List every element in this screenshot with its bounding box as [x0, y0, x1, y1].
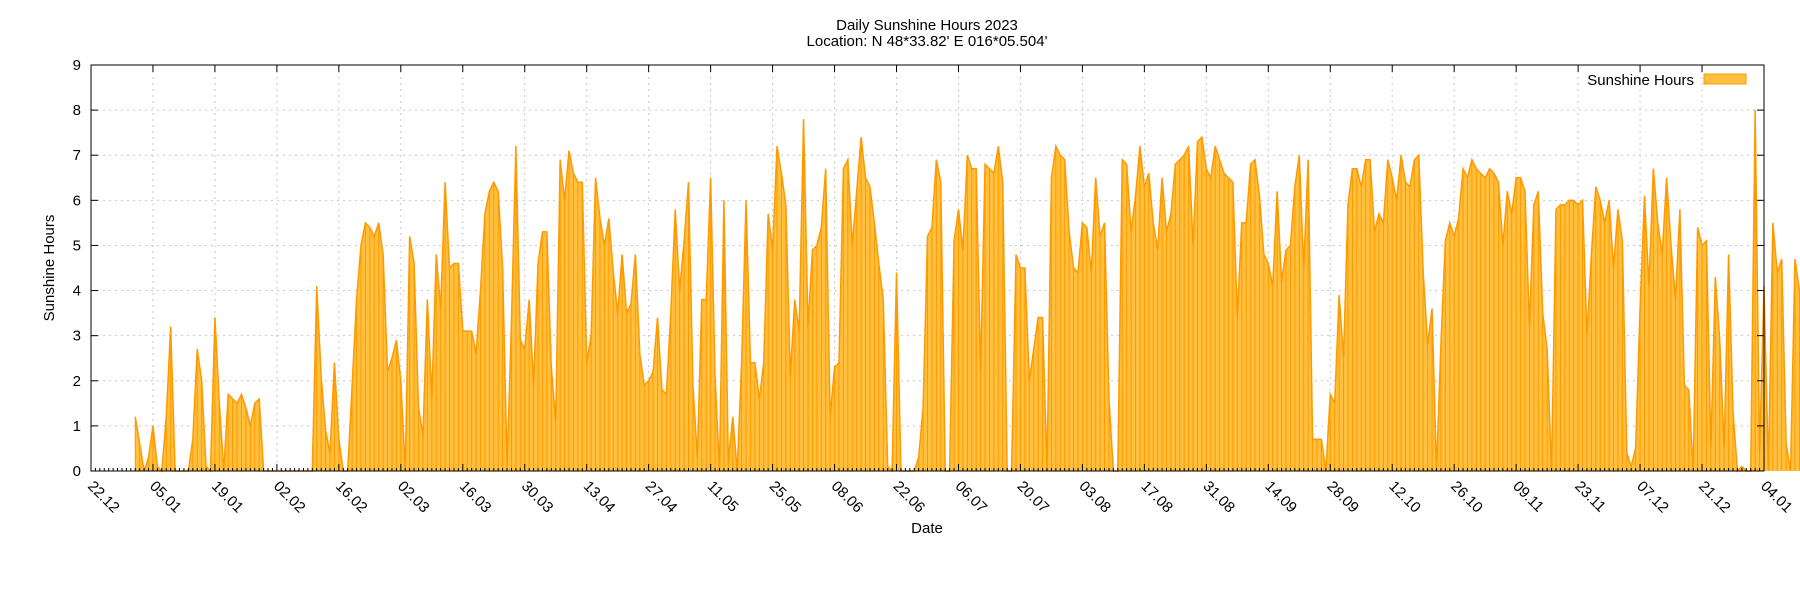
x-tick-label: 14.09 — [1261, 478, 1300, 517]
y-tick-label: 5 — [73, 237, 81, 254]
x-tick-label: 03.08 — [1076, 478, 1115, 517]
x-tick-label: 13.04 — [580, 478, 619, 517]
data-series — [134, 110, 1800, 473]
x-tick-label: 16.02 — [332, 478, 371, 517]
x-tick-label: 17.08 — [1138, 478, 1177, 517]
y-tick-label: 7 — [73, 147, 81, 164]
y-tick-label: 2 — [73, 373, 81, 390]
x-tick-label: 31.08 — [1200, 478, 1239, 517]
x-tick-label: 22.12 — [84, 478, 123, 517]
x-tick-label: 19.01 — [208, 478, 247, 517]
y-tick-label: 0 — [73, 463, 81, 480]
x-tick-label: 30.03 — [518, 478, 557, 517]
x-tick-label: 08.06 — [828, 478, 867, 517]
y-axis-ticks: 0 1 2 3 4 5 6 7 8 9 — [73, 57, 1764, 480]
legend-swatch — [1703, 73, 1747, 85]
chart-subtitle: Location: N 48*33.82' E 016*05.504' — [807, 33, 1048, 50]
y-tick-label: 9 — [73, 57, 81, 74]
x-tick-label: 26.10 — [1447, 478, 1486, 517]
y-tick-label: 4 — [73, 283, 81, 300]
x-tick-label: 21.12 — [1695, 478, 1734, 517]
x-tick-label: 09.11 — [1509, 478, 1547, 516]
x-tick-label: 05.01 — [146, 478, 185, 517]
x-tick-label: 11.05 — [704, 478, 742, 516]
legend-label: Sunshine Hours — [1587, 72, 1694, 89]
chart-title: Daily Sunshine Hours 2023 — [836, 17, 1018, 34]
x-tick-label: 23.11 — [1571, 478, 1609, 516]
y-axis-label: Sunshine Hours — [41, 215, 58, 322]
x-tick-label: 02.03 — [394, 478, 433, 517]
x-tick-label: 12.10 — [1385, 478, 1424, 517]
x-tick-label: 06.07 — [952, 478, 991, 517]
y-tick-label: 8 — [73, 102, 81, 119]
x-tick-label: 16.03 — [456, 478, 495, 517]
x-tick-label: 07.12 — [1633, 478, 1672, 517]
x-tick-label: 04.01 — [1757, 478, 1796, 517]
x-axis-label: Date — [911, 520, 943, 537]
legend: Sunshine Hours — [1587, 72, 1747, 89]
x-tick-label: 25.05 — [766, 478, 805, 517]
x-tick-label: 27.04 — [642, 478, 681, 517]
y-tick-label: 3 — [73, 328, 81, 345]
y-tick-label: 1 — [73, 418, 81, 435]
grid-lines — [91, 65, 1764, 471]
x-tick-label: 02.02 — [270, 478, 309, 517]
y-tick-label: 6 — [73, 192, 81, 209]
x-tick-label: 20.07 — [1014, 478, 1053, 517]
x-tick-label: 28.09 — [1323, 478, 1362, 517]
x-tick-label: 22.06 — [890, 478, 929, 517]
